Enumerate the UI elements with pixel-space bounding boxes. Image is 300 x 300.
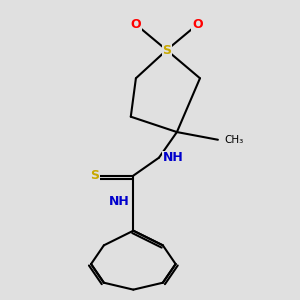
Text: NH: NH xyxy=(109,195,130,208)
Text: O: O xyxy=(130,18,141,31)
Text: NH: NH xyxy=(163,151,184,164)
Text: CH₃: CH₃ xyxy=(224,135,244,145)
Text: S: S xyxy=(90,169,99,182)
Text: S: S xyxy=(162,44,171,57)
Text: O: O xyxy=(192,18,203,31)
